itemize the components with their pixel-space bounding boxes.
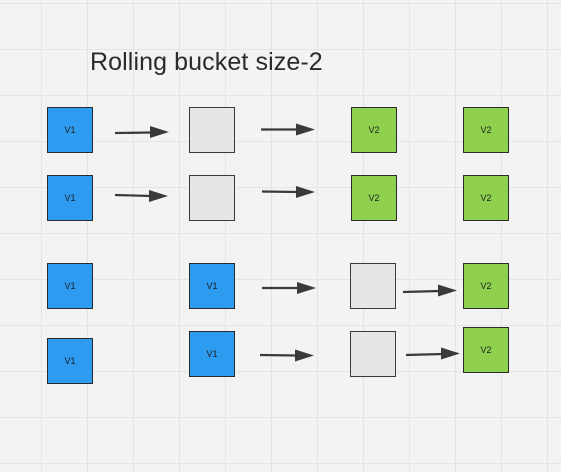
row-3-bucket-4[interactable]: V2 (463, 263, 509, 309)
arrow-row-1-a[interactable] (114, 126, 169, 138)
row-4-bucket-1[interactable]: V1 (47, 338, 93, 384)
row-1-bucket-4[interactable]: V2 (463, 107, 509, 153)
arrow-row-3-b[interactable] (402, 284, 457, 297)
arrow-row-1-b[interactable] (261, 123, 315, 136)
row-3-bucket-2[interactable]: V1 (189, 263, 235, 309)
row-1-bucket-2[interactable] (189, 107, 235, 153)
arrow-row-4-a[interactable] (259, 349, 314, 362)
row-1-bucket-3[interactable]: V2 (351, 107, 397, 153)
row-3-bucket-3[interactable] (350, 263, 396, 309)
arrow-row-2-a[interactable] (114, 190, 168, 202)
arrow-row-4-b[interactable] (405, 347, 460, 360)
row-2-bucket-3[interactable]: V2 (351, 175, 397, 221)
arrow-row-3-a[interactable] (262, 282, 316, 294)
row-2-bucket-1[interactable]: V1 (47, 175, 93, 221)
row-4-bucket-3[interactable] (350, 331, 396, 377)
diagram-title: Rolling bucket size-2 (90, 48, 323, 76)
row-2-bucket-4[interactable]: V2 (463, 175, 509, 221)
arrow-row-2-b[interactable] (261, 186, 315, 198)
row-4-bucket-4[interactable]: V2 (463, 327, 509, 373)
row-2-bucket-2[interactable] (189, 175, 235, 221)
row-1-bucket-1[interactable]: V1 (47, 107, 93, 153)
row-4-bucket-2[interactable]: V1 (189, 331, 235, 377)
row-3-bucket-1[interactable]: V1 (47, 263, 93, 309)
